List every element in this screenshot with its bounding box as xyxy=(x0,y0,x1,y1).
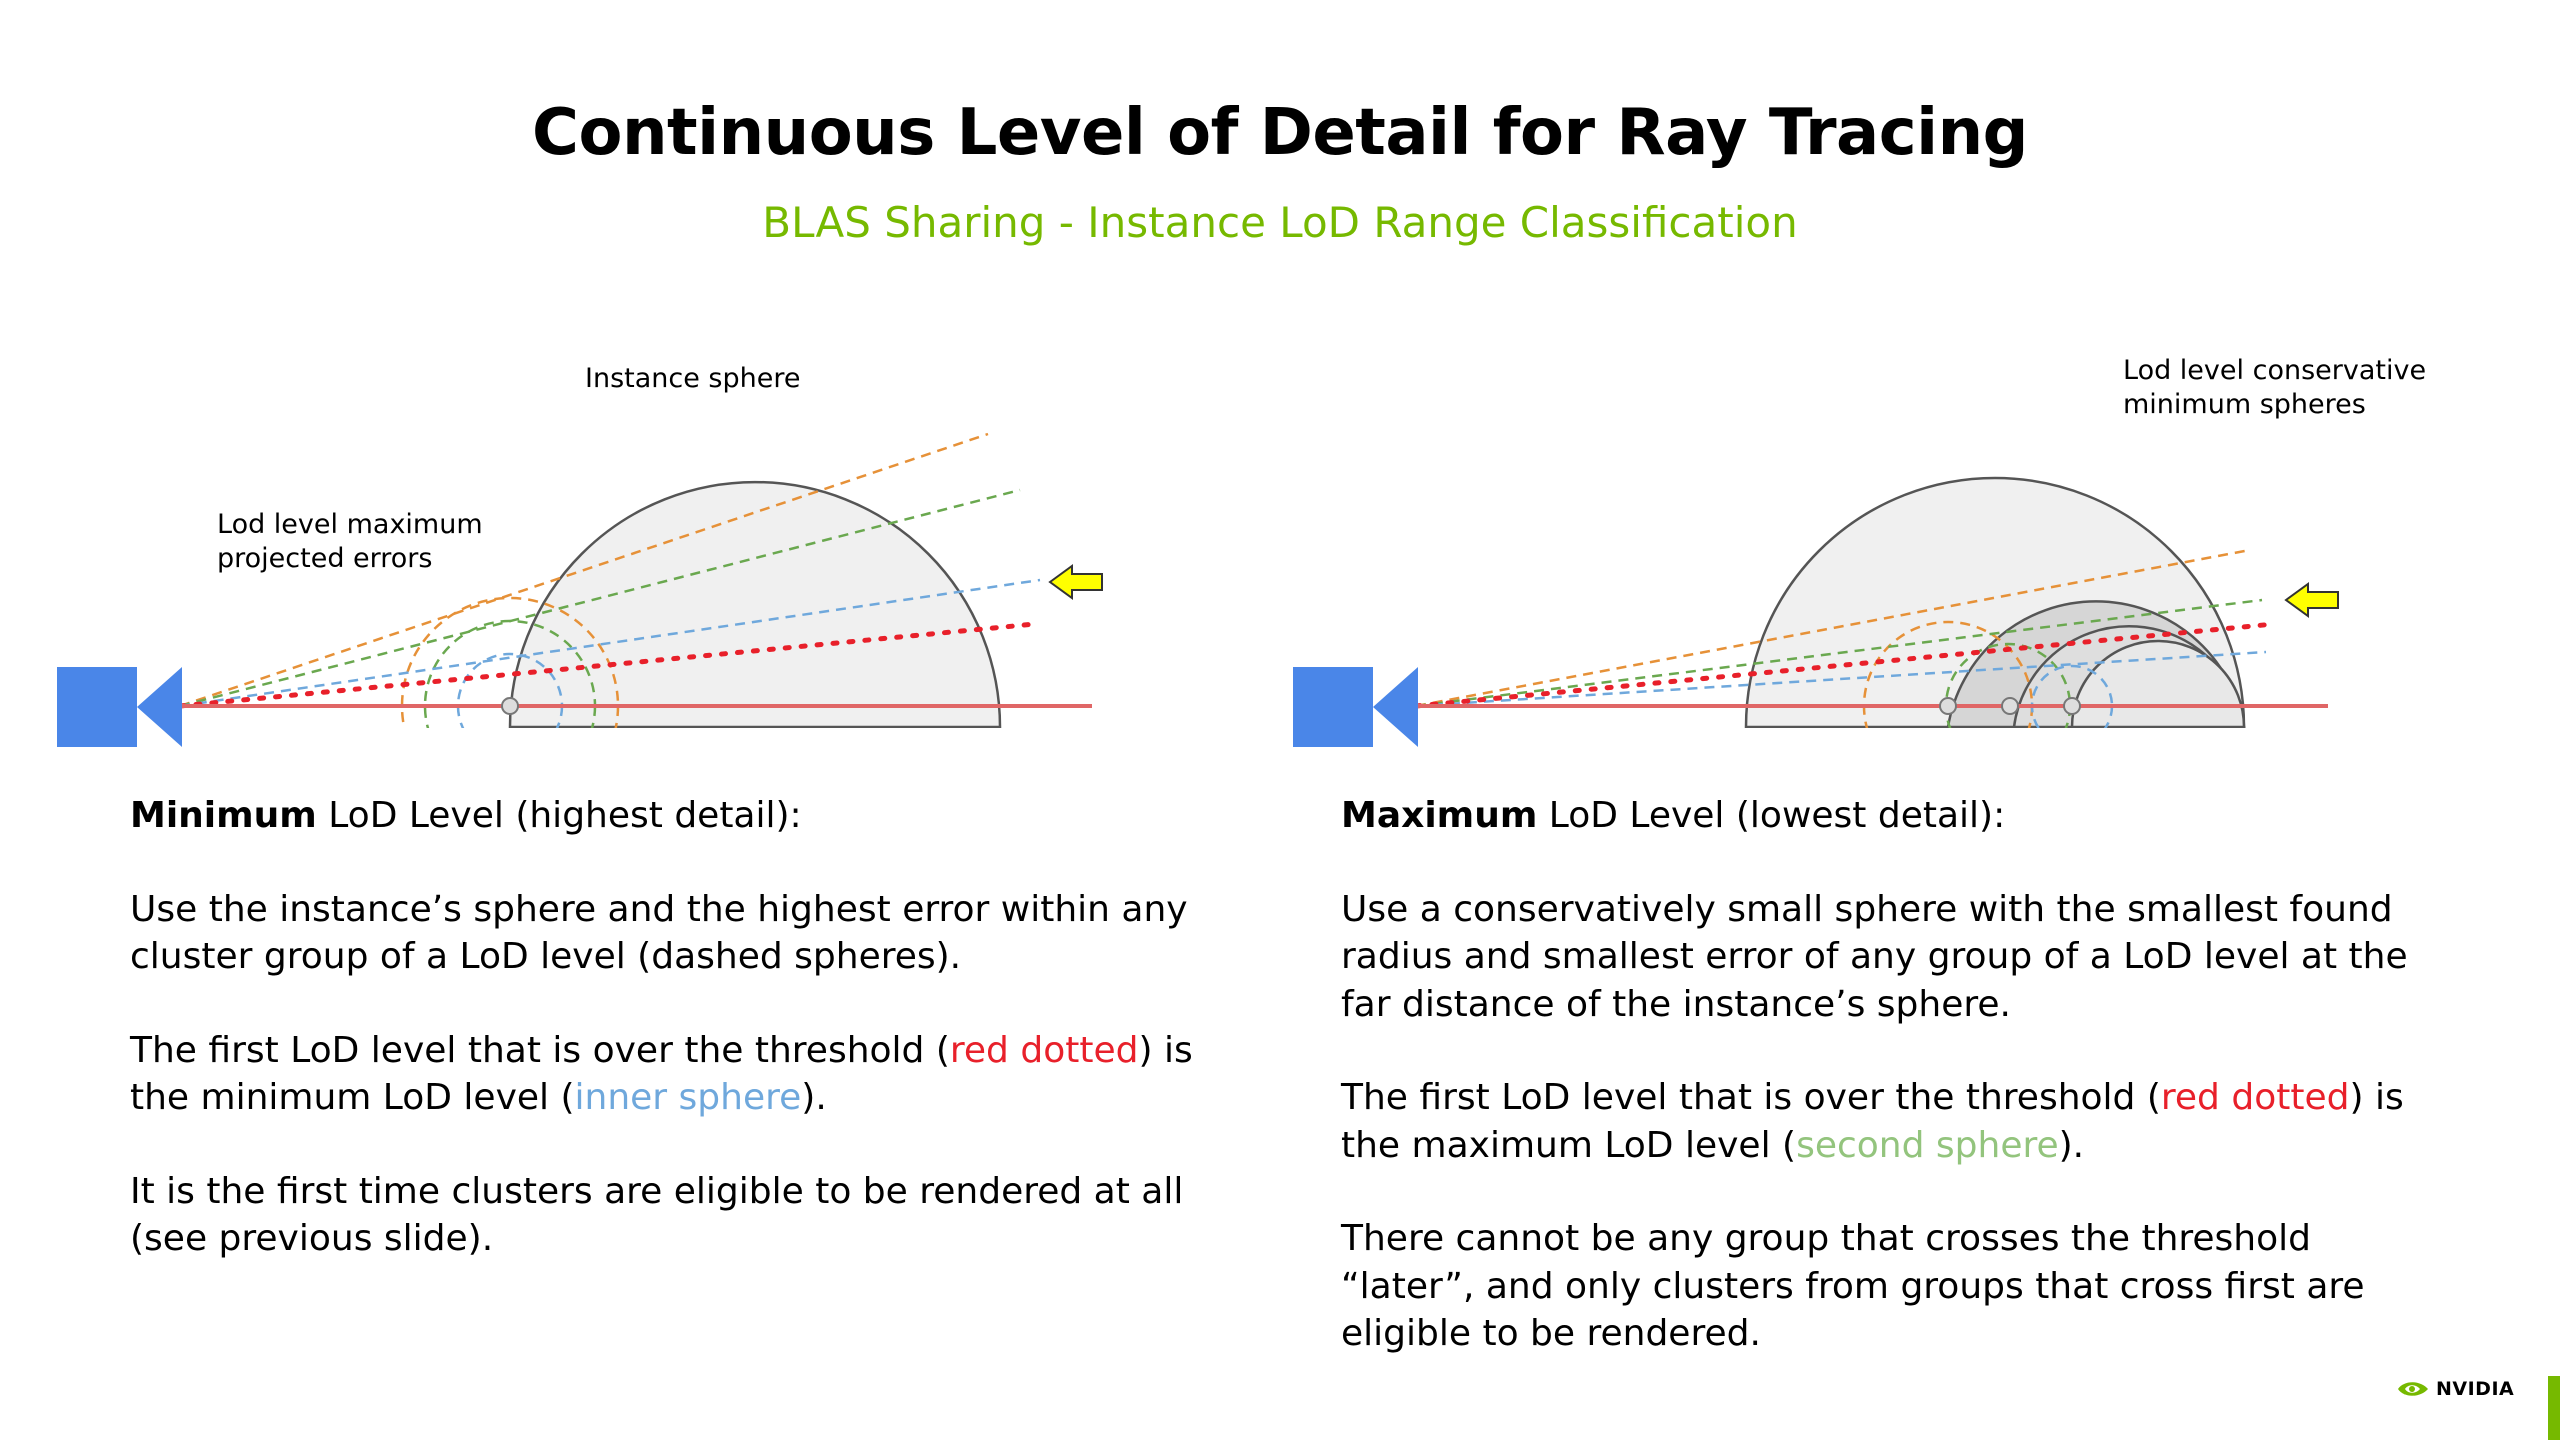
left-para-1: Use the instance’s sphere and the highes… xyxy=(130,888,1188,978)
camera-body xyxy=(1293,667,1373,747)
sphere-point-2 xyxy=(2001,697,2019,715)
sphere-point-3 xyxy=(2063,697,2081,715)
projected-error-line-green xyxy=(1415,598,2263,708)
nvidia-logo: NVIDIA xyxy=(2396,1374,2514,1404)
left-heading: Minimum LoD Level (highest detail): xyxy=(130,792,1210,840)
left-heading-rest: LoD Level (highest detail): xyxy=(316,795,802,836)
threshold-line xyxy=(1413,621,2277,709)
right-para-1: Use a conservatively small sphere with t… xyxy=(1341,888,2408,1025)
projected-error-line-green xyxy=(179,488,1021,708)
right-para-2-a: The first LoD level that is over the thr… xyxy=(1341,1077,2161,1118)
projected-error-line-orange xyxy=(179,432,989,708)
threshold-line xyxy=(177,621,1038,709)
camera-lens xyxy=(1373,667,1418,747)
right-text-column: Maximum LoD Level (lowest detail): Use a… xyxy=(1341,792,2421,1404)
right-diagram: Lod level conservative minimum spheres xyxy=(1276,320,2456,792)
right-para-2-c: ). xyxy=(2058,1124,2085,1166)
left-para-2: The first LoD level that is over the thr… xyxy=(130,1027,1210,1122)
accent-bar xyxy=(2548,1376,2560,1440)
nvidia-eye-icon xyxy=(2398,1382,2428,1396)
camera-body xyxy=(57,667,137,747)
sphere-point-1 xyxy=(1939,697,1957,715)
yellow-arrow-icon xyxy=(1048,564,1103,600)
left-para-3: It is the first time clusters are eligib… xyxy=(130,1170,1184,1260)
nvidia-logo-text: NVIDIA xyxy=(2436,1378,2515,1400)
min-spheres-label-line2: minimum spheres xyxy=(2123,389,2366,420)
left-heading-bold: Minimum xyxy=(130,795,317,836)
left-para-2-c: ). xyxy=(801,1077,827,1118)
min-spheres-label-line1: Lod level conservative xyxy=(2123,355,2427,386)
camera-lens xyxy=(137,667,182,747)
right-heading: Maximum LoD Level (lowest detail): xyxy=(1341,792,2421,840)
yellow-arrow-icon xyxy=(2284,582,2339,618)
slide-subtitle: BLAS Sharing - Instance LoD Range Classi… xyxy=(762,198,1798,247)
sphere-center-point xyxy=(501,697,519,715)
slide-title: Continuous Level of Detail for Ray Traci… xyxy=(532,96,2028,170)
projected-error-line-blue xyxy=(1415,650,2267,708)
right-para-2: The first LoD level that is over the thr… xyxy=(1341,1074,2421,1169)
right-diagram-svg xyxy=(1293,476,2339,792)
inner-sphere-term: inner sphere xyxy=(574,1077,802,1118)
right-para-3: There cannot be any group that crosses t… xyxy=(1341,1218,2365,1354)
red-dotted-term: red dotted xyxy=(949,1029,1139,1071)
left-text-column: Minimum LoD Level (highest detail): Use … xyxy=(130,792,1210,1309)
projected-error-line-orange xyxy=(1415,548,2251,708)
red-dotted-term: red dotted xyxy=(2160,1077,2350,1118)
left-para-2-b: ) is the minimum LoD level ( xyxy=(130,1029,1193,1119)
second-sphere-term: second sphere xyxy=(1796,1124,2059,1166)
right-heading-bold: Maximum xyxy=(1341,795,1538,836)
left-diagram: Instance sphere Lod level maximum projec… xyxy=(40,320,1140,816)
right-heading-rest: LoD Level (lowest detail): xyxy=(1537,795,2006,836)
instance-sphere-label: Instance sphere xyxy=(585,363,801,394)
right-para-2-b: ) is the maximum LoD level ( xyxy=(1341,1077,2404,1166)
max-errors-label-line1: Lod level maximum xyxy=(217,509,483,540)
projected-error-line-blue xyxy=(179,578,1041,708)
max-errors-label-line2: projected errors xyxy=(217,543,433,574)
left-para-2-a: The first LoD level that is over the thr… xyxy=(130,1029,950,1071)
instance-sphere xyxy=(508,480,1002,729)
